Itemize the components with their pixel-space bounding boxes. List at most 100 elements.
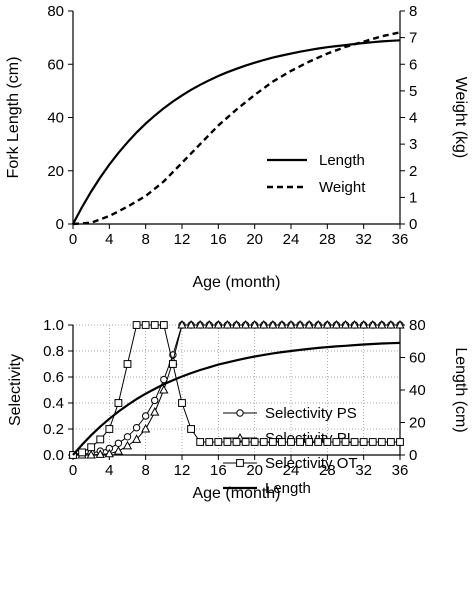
chart2-point-selectivity-ot (123, 360, 132, 368)
chart2-point-selectivity-pl (104, 448, 114, 458)
chart2-point-selectivity-pl (131, 434, 142, 443)
chart2-point-selectivity-pl (177, 319, 187, 329)
chart2-point-selectivity-ot (387, 438, 395, 446)
chart2-y2-tick-label: 0 (409, 447, 417, 464)
chart1-y2-tick-label: 0 (409, 216, 417, 233)
chart1-y-axis-title: Fork Length (cm) (5, 57, 22, 179)
chart2-x-tick-label: 16 (210, 462, 227, 479)
chart1-series-line-weight (72, 31, 401, 226)
chart2-point-selectivity-ot (359, 438, 368, 446)
chart2-point-selectivity-ot (323, 438, 332, 446)
chart2-y-tick-label: 1.0 (43, 317, 64, 334)
chart2-legend-label-length: Length (265, 480, 311, 497)
chart2-point-selectivity-pl (313, 319, 323, 329)
chart2-point-selectivity-pl (331, 319, 342, 329)
chart2-y2-tick-label: 80 (409, 317, 426, 334)
chart2-point-selectivity-ot (96, 435, 105, 444)
chart2-y-axis-title: Selectivity (7, 354, 24, 426)
chart2-point-selectivity-pl (395, 319, 405, 329)
chart2-point-selectivity-ot (241, 438, 250, 446)
chart2-legend-marker-selectivity-ot (236, 459, 244, 467)
chart2-y2-tick-label: 60 (409, 350, 426, 367)
chart2-point-selectivity-pl (386, 319, 396, 329)
chart2-legend-label-selectivity-ps: Selectivity PS (265, 405, 357, 422)
chart2-legend-marker-selectivity-ps (236, 409, 244, 417)
chart2-point-selectivity-pl (150, 407, 160, 416)
chart2-legend-label-selectivity-ot: Selectivity OT (265, 455, 358, 472)
chart2-point-selectivity-ot (259, 438, 268, 446)
chart2-point-selectivity-pl (240, 319, 251, 329)
chart2-point-selectivity-ot (169, 360, 177, 368)
chart1-y2-tick-label: 1 (409, 189, 417, 206)
chart1-y-tick-label: 60 (47, 56, 64, 73)
chart1-y2-tick-label: 4 (409, 110, 417, 127)
chart2-x-tick-label: 8 (141, 462, 149, 479)
chart1-y2-tick-label: 8 (409, 3, 417, 20)
chart2-point-selectivity-ot (87, 443, 96, 452)
chart1-x-tick-label: 24 (283, 231, 300, 248)
chart2-point-selectivity-ps (114, 439, 123, 447)
chart2-point-selectivity-ot (159, 321, 168, 329)
chart2-point-selectivity-pl (377, 319, 387, 329)
chart2-point-selectivity-pl (268, 319, 278, 329)
chart2-point-selectivity-pl (286, 319, 296, 329)
chart1-y2-tick-label: 7 (409, 30, 417, 47)
chart2-point-selectivity-ot (187, 425, 195, 433)
chart2-point-selectivity-ot (396, 438, 404, 446)
chart2-point-selectivity-ot (114, 399, 123, 407)
chart2-point-selectivity-pl (86, 449, 96, 459)
chart2-y-tick-label: 0.2 (43, 421, 64, 438)
chart2-point-selectivity-ot (105, 425, 114, 433)
chart2-point-selectivity-ot (296, 438, 304, 446)
chart2-point-selectivity-pl (113, 446, 124, 455)
chart2-point-selectivity-ps (132, 424, 141, 432)
chart2-point-selectivity-ps (151, 396, 159, 405)
chart2-point-selectivity-ot (287, 438, 295, 446)
chart2-point-selectivity-ot (223, 438, 232, 446)
chart2-point-selectivity-pl (359, 319, 369, 329)
chart2-series-line-length (72, 341, 401, 456)
chart2-y2-axis-title: Length (cm) (452, 347, 469, 432)
chart2-point-selectivity-ot (278, 438, 286, 446)
chart2-point-selectivity-pl (122, 440, 133, 450)
chart2-point-selectivity-ot (250, 438, 259, 446)
chart2-point-selectivity-ps (123, 433, 132, 441)
chart2-point-selectivity-pl (141, 423, 151, 433)
chart2-point-selectivity-pl (231, 319, 242, 329)
chart2-x-tick-label: 20 (246, 462, 263, 479)
chart2-y-tick-label: 0.6 (43, 369, 64, 386)
chart2-point-selectivity-pl (295, 319, 305, 329)
chart2-point-selectivity-pl (186, 319, 196, 329)
chart2-x-tick-label: 0 (69, 462, 77, 479)
chart1-y2-tick-label: 6 (409, 56, 417, 73)
chart2-point-selectivity-ot (232, 438, 241, 446)
chart2-point-selectivity-ot (350, 438, 359, 446)
chart2-point-selectivity-ot (178, 399, 186, 407)
chart1-x-tick-label: 16 (210, 231, 227, 248)
chart2-x-tick-label: 4 (105, 462, 113, 479)
chart1-x-tick-label: 12 (174, 231, 191, 248)
chart1-x-tick-label: 0 (69, 231, 77, 248)
chart1-x-axis-title: Age (month) (192, 274, 280, 291)
chart2-point-selectivity-ot (377, 438, 386, 446)
chart2-point-selectivity-ot (268, 438, 277, 446)
chart1-series-line-length (72, 39, 401, 225)
chart1-x-tick-label: 28 (319, 231, 336, 248)
chart2-point-selectivity-ot (150, 321, 159, 329)
chart2-y2-tick-label: 40 (409, 382, 426, 399)
chart2-x-tick-label: 12 (174, 462, 191, 479)
chart2-y2-tick-label: 20 (409, 415, 426, 432)
chart1-legend-label-length: Length (319, 152, 365, 169)
chart2-point-selectivity-ot (368, 438, 377, 446)
chart2-point-selectivity-ot (141, 321, 150, 329)
chart2-point-selectivity-pl (204, 319, 214, 329)
chart2-point-selectivity-ot (341, 438, 350, 446)
chart2-x-tick-label: 28 (319, 462, 336, 479)
chart1-x-tick-label: 4 (105, 231, 113, 248)
chart1-y-tick-label: 80 (47, 3, 64, 20)
chart2-point-selectivity-ot (214, 438, 223, 446)
chart2-point-selectivity-pl (368, 319, 378, 329)
chart1-y2-axis-title: Weight (kg) (452, 77, 469, 159)
chart2-point-selectivity-pl (259, 319, 269, 329)
